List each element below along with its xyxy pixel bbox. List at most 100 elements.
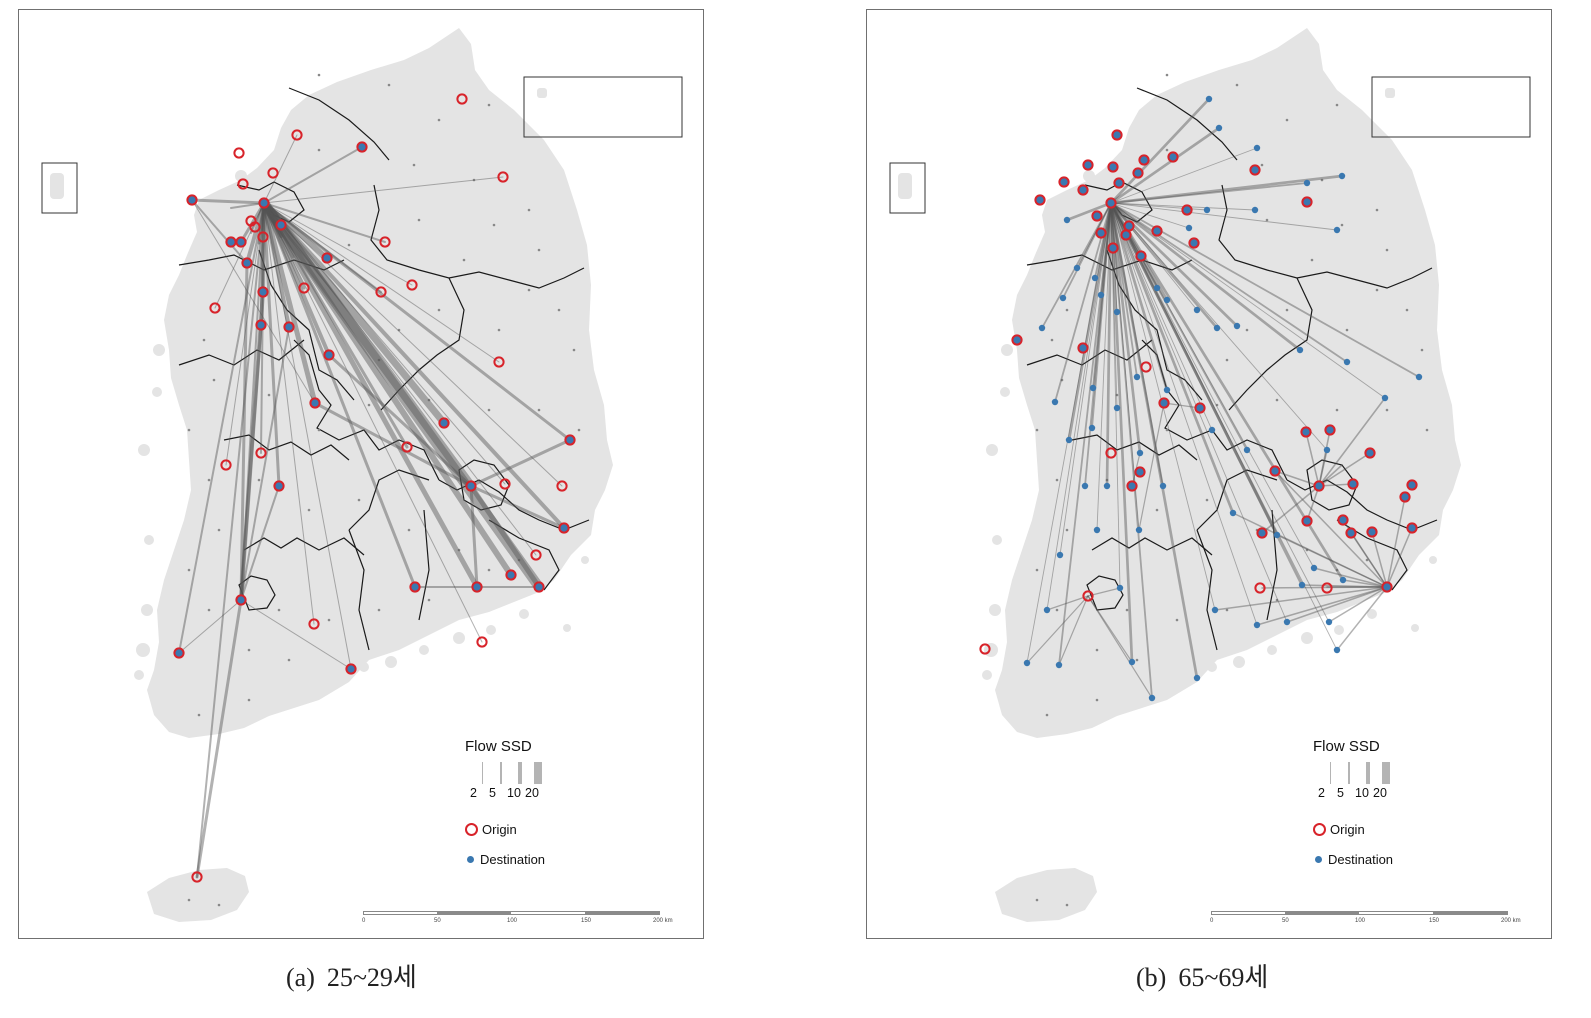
destination-node bbox=[1233, 322, 1241, 330]
small-island bbox=[385, 656, 397, 668]
region-centroid bbox=[397, 328, 401, 332]
region-centroid bbox=[1335, 103, 1339, 107]
origin-destination-node bbox=[1011, 334, 1023, 346]
province-boundary bbox=[1091, 537, 1213, 556]
small-island bbox=[1429, 556, 1437, 564]
flow-line bbox=[469, 438, 572, 488]
destination-node bbox=[1185, 224, 1193, 232]
origin-destination-node bbox=[1269, 465, 1281, 477]
province-boundary bbox=[348, 469, 430, 531]
destination-node bbox=[1338, 172, 1346, 180]
flow-width-label: 10 bbox=[1355, 786, 1369, 800]
region-centroid bbox=[1285, 118, 1289, 122]
destination-node bbox=[1203, 206, 1211, 214]
legend-origin: Origin bbox=[1313, 822, 1365, 837]
destination-node bbox=[1253, 144, 1261, 152]
origin-destination-node bbox=[1034, 194, 1046, 206]
destination-label: Destination bbox=[480, 852, 546, 867]
flow-line bbox=[1110, 202, 1338, 651]
small-island bbox=[1115, 681, 1129, 695]
origin-node bbox=[499, 478, 511, 490]
flow-line bbox=[260, 199, 448, 427]
origin-destination-node bbox=[465, 480, 477, 492]
region-centroid bbox=[187, 428, 191, 432]
small-island bbox=[1411, 624, 1419, 632]
region-centroid bbox=[277, 608, 281, 612]
province-boundary bbox=[1026, 339, 1153, 366]
caption-text: 25~29세 bbox=[326, 963, 417, 992]
destination-node bbox=[1243, 446, 1251, 454]
small-island bbox=[1267, 645, 1277, 655]
province-boundary bbox=[418, 509, 430, 621]
flow-line bbox=[1274, 470, 1388, 588]
inset-island bbox=[1385, 88, 1395, 98]
origin-destination-node bbox=[1151, 225, 1163, 237]
region-centroid bbox=[1055, 478, 1059, 482]
origin-destination-node bbox=[255, 319, 267, 331]
region-centroid bbox=[517, 558, 521, 562]
region-centroid bbox=[1055, 608, 1059, 612]
small-island bbox=[257, 173, 267, 183]
flow-line bbox=[262, 201, 566, 530]
destination-node bbox=[1325, 618, 1333, 626]
flow-line bbox=[1305, 431, 1320, 487]
flow-line bbox=[263, 202, 382, 293]
legend-destination: Destination bbox=[1313, 852, 1393, 867]
region-centroid bbox=[427, 598, 431, 602]
region-centroid bbox=[1305, 548, 1309, 552]
region-centroid bbox=[1340, 223, 1344, 227]
flow-line bbox=[1058, 595, 1089, 666]
flow-line bbox=[261, 200, 480, 590]
region-centroid bbox=[1065, 528, 1069, 532]
flow-line bbox=[1109, 201, 1235, 515]
flow-line bbox=[1261, 485, 1320, 534]
origin-destination-node bbox=[1366, 526, 1378, 538]
flow-line bbox=[245, 201, 266, 265]
small-island bbox=[299, 673, 309, 683]
origin-destination-node bbox=[1113, 177, 1125, 189]
destination-node bbox=[1159, 482, 1167, 490]
flow-width-label: 20 bbox=[1373, 786, 1387, 800]
region-centroid bbox=[1095, 648, 1099, 652]
small-island bbox=[136, 643, 150, 657]
flow-line bbox=[262, 201, 291, 329]
region-centroid bbox=[247, 648, 251, 652]
origin-destination-node bbox=[1399, 491, 1411, 503]
flow-line bbox=[1058, 202, 1112, 666]
small-island bbox=[1013, 676, 1025, 688]
destination-node bbox=[1093, 526, 1101, 534]
origin-node bbox=[245, 215, 257, 227]
flow-width-2 bbox=[1330, 762, 1331, 784]
region-centroid bbox=[492, 223, 496, 227]
destination-node bbox=[1339, 576, 1347, 584]
region-centroid bbox=[1175, 618, 1179, 622]
region-centroid bbox=[307, 508, 311, 512]
destination-node bbox=[1310, 564, 1318, 572]
origin-destination-node bbox=[1077, 342, 1089, 354]
flow-line bbox=[1214, 586, 1388, 611]
destination-node bbox=[1038, 324, 1046, 332]
region-centroid bbox=[212, 378, 216, 382]
flow-line bbox=[1046, 202, 1112, 611]
inset-box-west bbox=[889, 162, 926, 214]
flow-width-20 bbox=[1382, 762, 1390, 784]
destination-node bbox=[1088, 424, 1096, 432]
flow-line bbox=[1109, 201, 1169, 392]
destination-node bbox=[1116, 584, 1124, 592]
origin-destination-node bbox=[1107, 161, 1119, 173]
flow-line bbox=[1087, 595, 1133, 663]
scale-label: 100 bbox=[1355, 918, 1366, 924]
origin-destination-node bbox=[1138, 154, 1150, 166]
origin-node bbox=[267, 167, 279, 179]
map-panel-b: Flow SSD 2 5 10 20 Origin Destination 0 … bbox=[866, 9, 1552, 939]
region-centroid bbox=[327, 618, 331, 622]
destination-node bbox=[1323, 446, 1331, 454]
jeju-island bbox=[995, 868, 1097, 922]
origin-node bbox=[209, 302, 221, 314]
flow-line bbox=[1301, 584, 1388, 588]
region-centroid bbox=[1165, 148, 1169, 152]
caption-label: (a) bbox=[286, 963, 315, 992]
flow-line bbox=[1110, 202, 1118, 313]
province-boundary bbox=[178, 339, 305, 366]
inset-box-west bbox=[41, 162, 78, 214]
